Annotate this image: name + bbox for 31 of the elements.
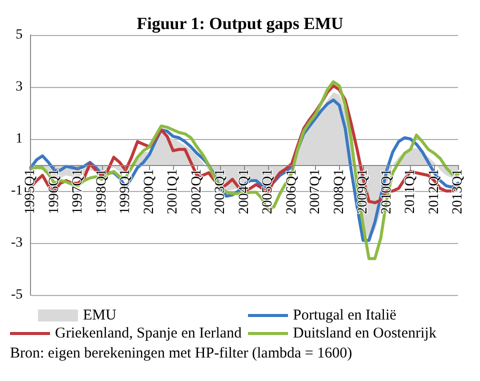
x-tick-label: 1998Q1 [94,169,110,214]
x-tick-label: 2001Q1 [166,169,181,214]
x-tick-label: 1995Q1 [23,169,38,214]
x-tick-label: 2003Q1 [213,169,228,214]
x-tick-label: 2007Q1 [308,169,324,214]
legend-label: Griekenland, Spanje en Ierland [55,326,242,342]
x-tick-label: 2004Q1 [236,169,252,214]
x-tick-label: 2005Q1 [260,169,276,214]
x-tick-label: 1997Q1 [70,169,86,214]
x-tick-label: 2011Q1 [403,169,418,214]
x-tick-label: 2002Q1 [189,169,204,214]
x-tick-label: 1996Q1 [46,169,62,214]
x-tick-label: 2000Q1 [142,169,157,214]
x-tick-label: 2013Q1 [450,169,466,214]
y-tick-label: 3 [16,80,23,94]
y-tick-label: -1 [10,184,23,198]
legend-label: EMU [83,308,116,324]
y-tick-label: 5 [16,28,23,42]
x-tick-label: 2012Q1 [426,169,442,214]
x-tick-label: 2008Q1 [332,169,347,214]
y-tick-label: 1 [16,132,23,146]
y-tick-label: -3 [10,236,23,250]
text: Bron: eigen berekeningen met HP-filter (lambda = 1600) [10,346,352,362]
legend-label: Duitsland en Oostenrijk [293,326,437,342]
x-tick-label: 2010Q1 [379,169,394,214]
x-tick-label: 2009Q1 [356,169,371,214]
legend-label: Portugal en Italië [293,308,397,324]
x-tick-label: 2006Q1 [284,169,300,214]
chart-title: Figuur 1: Output gaps EMU [136,14,344,33]
y-tick-label: -5 [10,288,23,302]
x-tick-label: 1999Q1 [118,169,134,214]
